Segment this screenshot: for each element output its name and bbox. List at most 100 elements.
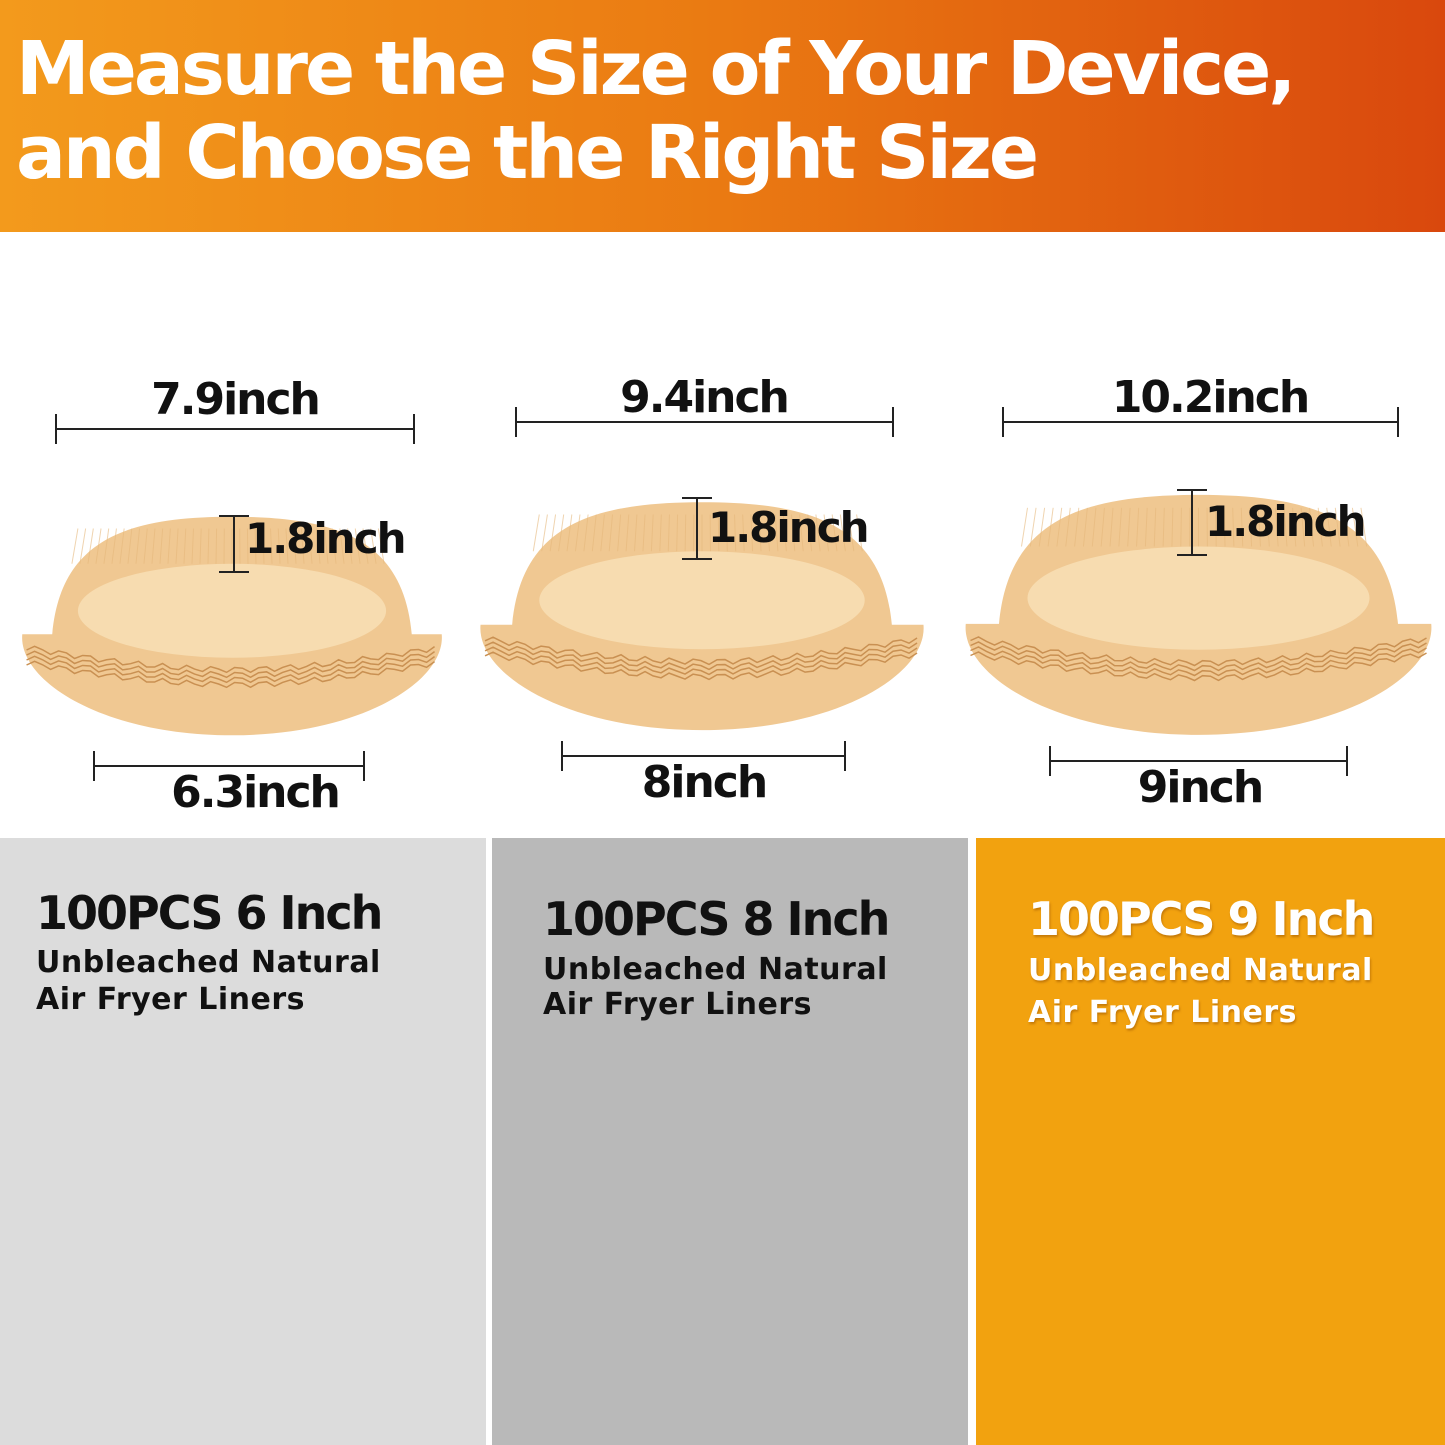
liner-pleat bbox=[1118, 507, 1123, 547]
liner-pleat bbox=[1056, 507, 1063, 547]
liner-pleat bbox=[246, 528, 249, 564]
liner-pleat bbox=[625, 514, 630, 552]
liner-pleat bbox=[1257, 507, 1261, 547]
liner-pleat bbox=[354, 528, 361, 564]
liner-edge bbox=[970, 636, 1427, 667]
liner-pleat bbox=[600, 514, 605, 552]
product-title: 100PCS 9 Inch bbox=[1028, 892, 1375, 946]
liner-edge bbox=[26, 650, 435, 679]
liner-pleat bbox=[659, 514, 662, 552]
liner-pleat bbox=[127, 528, 133, 564]
top-width-line-9 bbox=[1002, 407, 1399, 437]
liner-edge bbox=[970, 646, 1427, 677]
liner-pleat bbox=[143, 528, 148, 564]
liner-pleat bbox=[1074, 507, 1080, 547]
liner-pleat bbox=[87, 528, 94, 564]
liner-edge bbox=[970, 651, 1427, 682]
liner-pleat bbox=[167, 528, 171, 564]
liner-pleat bbox=[566, 514, 573, 552]
liner-pleat bbox=[815, 514, 821, 552]
height-marker-6 bbox=[219, 515, 249, 573]
liner-pleat bbox=[608, 514, 614, 552]
product-panel-9: 100PCS 9 Inch Unbleached Natural Air Fry… bbox=[976, 838, 1445, 1445]
liner-pleat bbox=[175, 528, 179, 564]
liner-pleat bbox=[151, 528, 156, 564]
liner-pleat bbox=[684, 514, 687, 552]
liner-pleat bbox=[207, 528, 210, 564]
liner-pleat bbox=[758, 514, 762, 552]
bottom-width-label-8: 8inch bbox=[641, 757, 768, 808]
liner-pleat bbox=[1249, 507, 1253, 547]
product-subtitle: Air Fryer Liners bbox=[1028, 995, 1298, 1030]
liner-pleat bbox=[799, 514, 804, 552]
liner-pleat bbox=[856, 514, 863, 552]
liner-pleat bbox=[1109, 507, 1114, 547]
liner-pleat bbox=[1171, 507, 1174, 547]
liner-image-8 bbox=[480, 502, 924, 731]
product-title: 100PCS 6 Inch bbox=[36, 886, 383, 940]
liner-pleat bbox=[831, 514, 838, 552]
liner-pleat bbox=[774, 514, 779, 552]
liner-pleat bbox=[558, 514, 565, 552]
liner-pleat bbox=[262, 528, 265, 564]
liner-pleat bbox=[159, 528, 164, 564]
liner-pleat bbox=[119, 528, 125, 564]
bottom-width-line-8 bbox=[561, 741, 846, 771]
liner-pleat bbox=[370, 528, 377, 564]
liner-pleat bbox=[308, 528, 313, 564]
liner-pleat bbox=[742, 514, 745, 552]
liner-pleat bbox=[1065, 507, 1071, 547]
liner-pleat bbox=[667, 514, 670, 552]
liner-pleat bbox=[676, 514, 679, 552]
liner-pleat bbox=[1153, 507, 1157, 547]
liner-pleat bbox=[347, 528, 353, 564]
liner-pleat bbox=[807, 514, 813, 552]
liner-pleat bbox=[215, 528, 218, 564]
product-subtitle: Unbleached Natural bbox=[543, 952, 888, 987]
liner-pleat bbox=[1292, 507, 1297, 547]
liner-pleat bbox=[1326, 507, 1332, 547]
liner-base bbox=[1027, 546, 1370, 650]
liner-edge bbox=[26, 655, 435, 684]
liner-pleat bbox=[1082, 507, 1088, 547]
liner-pleat bbox=[1091, 507, 1097, 547]
liner-pleat bbox=[1162, 507, 1165, 547]
liner-pleat bbox=[1136, 507, 1140, 547]
liner-pleat bbox=[191, 528, 194, 564]
liner-pleat bbox=[377, 528, 385, 564]
top-width-label-8: 9.4inch bbox=[620, 372, 790, 423]
liner-pleat bbox=[254, 528, 257, 564]
liner-pleat bbox=[1274, 507, 1279, 547]
liner-pleat bbox=[549, 514, 557, 552]
liner-pleat bbox=[839, 514, 846, 552]
liner-pleat bbox=[1343, 507, 1350, 547]
liner-edge bbox=[970, 641, 1427, 672]
headline-line-1: Measure the Size of Your Device, bbox=[16, 26, 1296, 112]
liner-pleat bbox=[617, 514, 622, 552]
bottom-width-line-9 bbox=[1049, 746, 1348, 776]
liner-pleat bbox=[1283, 507, 1288, 547]
liner-pleat bbox=[71, 528, 79, 564]
height-label-6: 1.8inch bbox=[245, 514, 406, 563]
product-panel-8: 100PCS 8 Inch Unbleached Natural Air Fry… bbox=[492, 838, 968, 1445]
liner-pleat bbox=[1317, 507, 1323, 547]
liner-pleat bbox=[103, 528, 110, 564]
product-subtitle: Unbleached Natural bbox=[36, 945, 381, 980]
liner-pleat bbox=[642, 514, 646, 552]
liner-pleat bbox=[199, 528, 202, 564]
liner-pleat bbox=[650, 514, 654, 552]
liner-pleat bbox=[1127, 507, 1131, 547]
liner-pleat bbox=[277, 528, 281, 564]
liner-edge bbox=[26, 645, 435, 674]
height-label-8: 1.8inch bbox=[708, 503, 869, 552]
liner-pleat bbox=[725, 514, 728, 552]
liner-pleat bbox=[1334, 507, 1341, 547]
liner-pleat bbox=[331, 528, 337, 564]
height-marker-9 bbox=[1177, 489, 1207, 556]
liner-pleat bbox=[790, 514, 796, 552]
liner-pleat bbox=[1100, 507, 1105, 547]
top-width-line-6 bbox=[55, 414, 415, 444]
headline-line-2: and Choose the Right Size bbox=[16, 110, 1039, 196]
liner-pleat bbox=[316, 528, 321, 564]
liner-edge bbox=[484, 646, 918, 676]
